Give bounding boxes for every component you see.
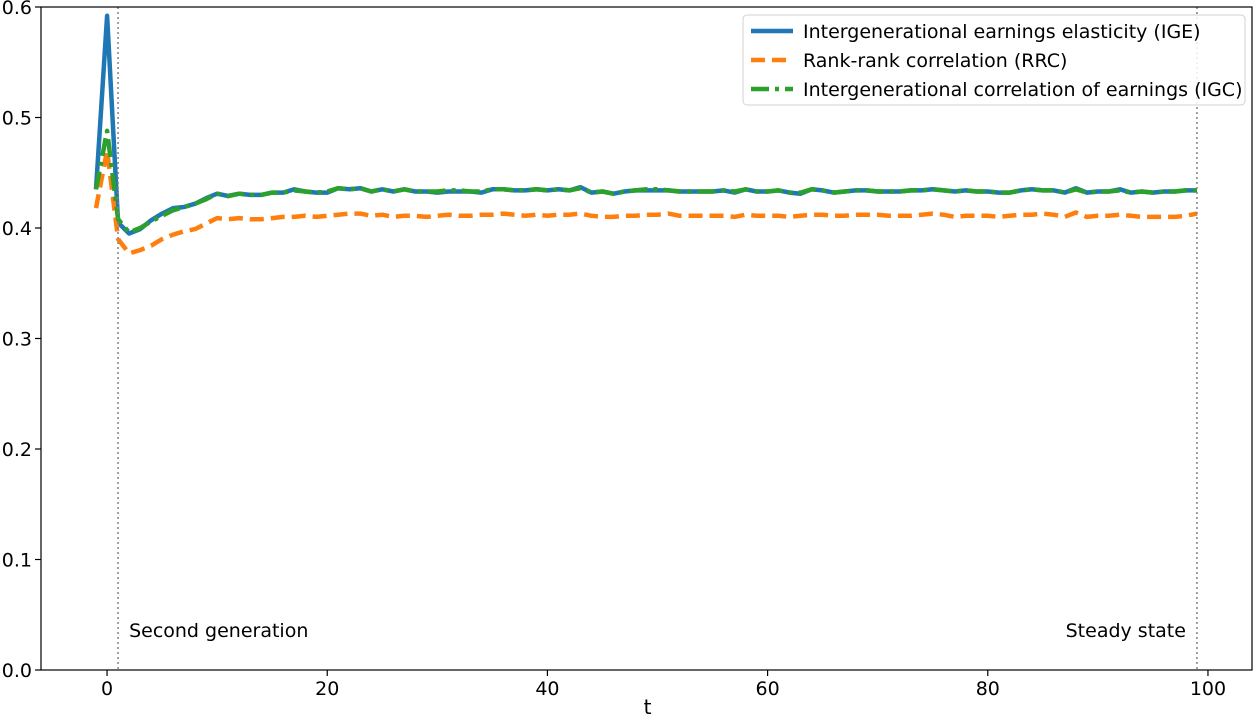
- plot-background: [41, 7, 1252, 670]
- y-tick-label: 0.2: [2, 439, 32, 461]
- vertical-reference-lines: Second generation Steady state: [117, 7, 1198, 670]
- y-tick-label: 0.3: [2, 329, 32, 351]
- y-tick-label: 0.0: [2, 660, 32, 682]
- x-axis-label: t: [644, 695, 652, 719]
- x-tick-label: 0: [101, 678, 113, 700]
- y-tick-label: 0.5: [2, 108, 32, 130]
- legend-label-ige: Intergenerational earnings elasticity (I…: [803, 21, 1201, 43]
- y-tick-label: 0.6: [2, 0, 32, 19]
- series-line-igc: [93, 128, 1197, 235]
- series-layer: [93, 13, 1198, 256]
- legend: Intergenerational earnings elasticity (I…: [742, 14, 1246, 106]
- legend-box: [742, 14, 1246, 106]
- x-tick-label: 40: [535, 678, 559, 700]
- y-tick-label: 0.1: [2, 550, 32, 572]
- x-tick-label: 80: [976, 678, 1000, 700]
- annotation-steady-state: Steady state: [1066, 620, 1186, 642]
- legend-label-rrc: Rank-rank correlation (RRC): [803, 50, 1067, 72]
- x-tick-label: 100: [1190, 678, 1226, 700]
- legend-label-igc: Intergenerational correlation of earning…: [803, 79, 1243, 101]
- x-tick-label: 60: [756, 678, 780, 700]
- series-line-rrc: [93, 148, 1198, 256]
- y-tick-label: 0.4: [2, 218, 32, 240]
- plot-area: [41, 7, 1252, 670]
- x-tick-label: 20: [315, 678, 339, 700]
- annotation-second-generation: Second generation: [129, 620, 308, 642]
